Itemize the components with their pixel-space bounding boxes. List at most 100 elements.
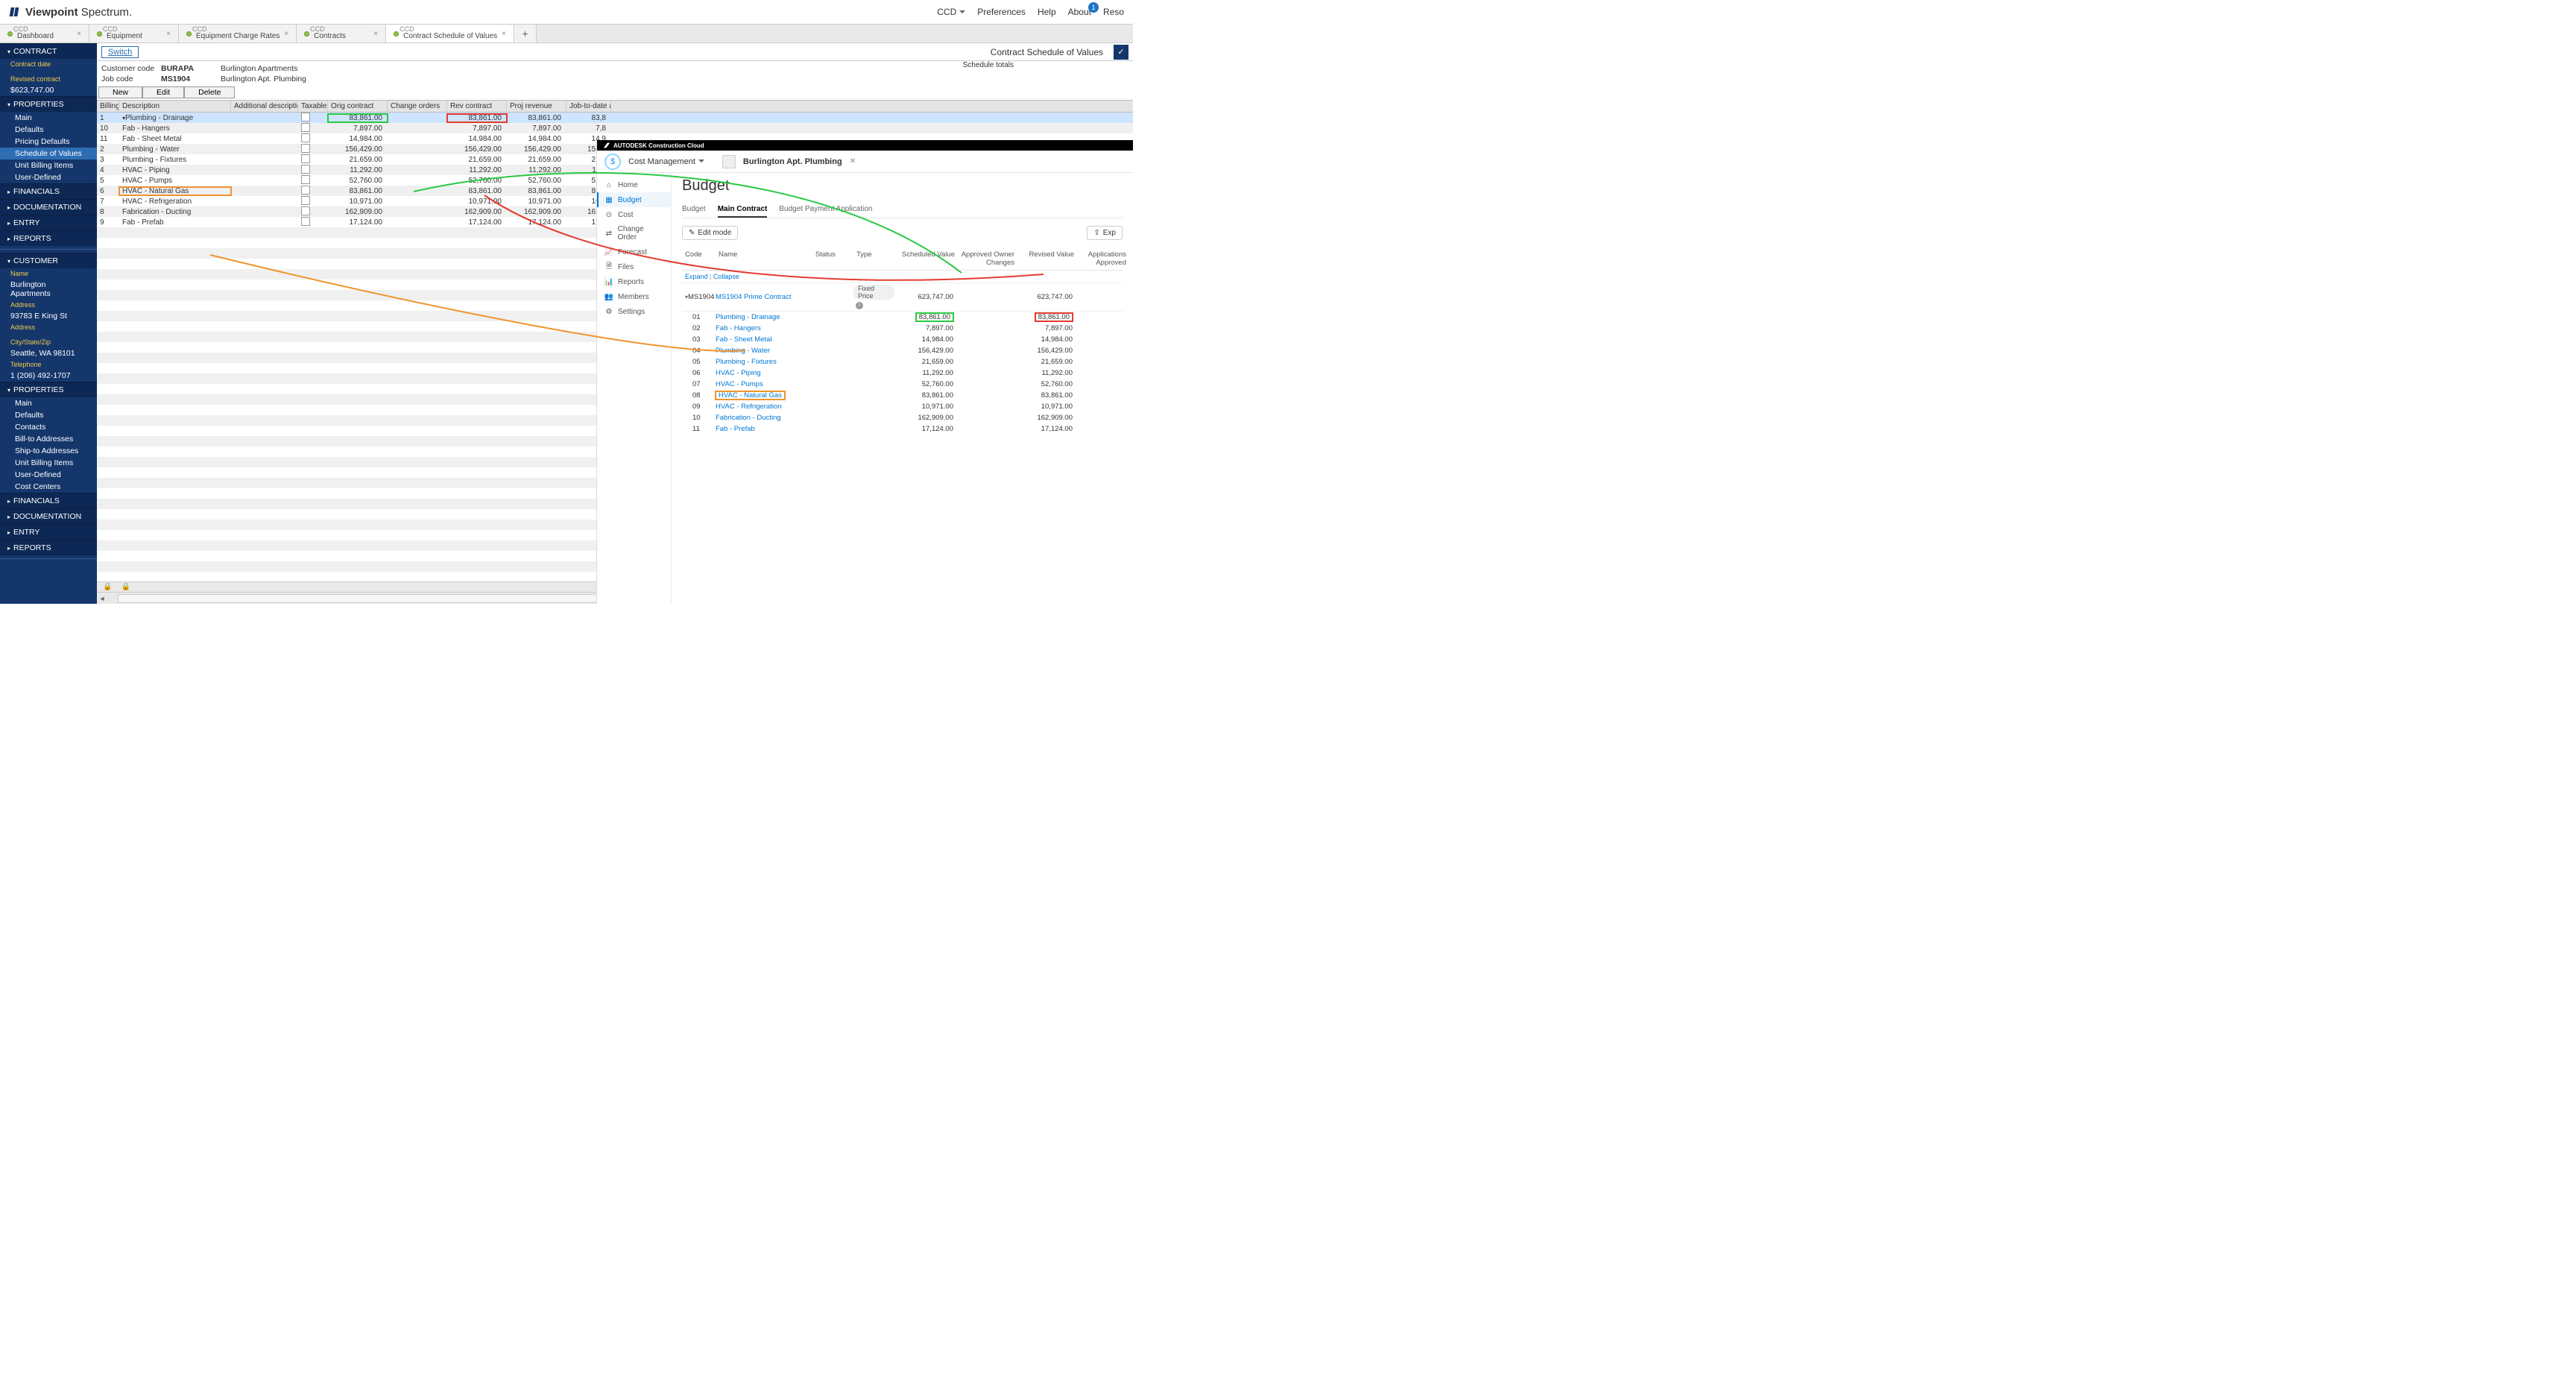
column-header[interactable]: Orig contract (328, 101, 388, 112)
taxable-checkbox[interactable] (301, 186, 310, 195)
sidebar-section[interactable]: CONTRACT (0, 43, 97, 59)
taxable-checkbox[interactable] (301, 154, 310, 163)
taxable-checkbox[interactable] (301, 206, 310, 215)
document-tab[interactable]: CCDContract Schedule of Values× (386, 25, 514, 42)
sidebar-item[interactable]: Ship-to Addresses (0, 445, 97, 457)
project-close-icon[interactable]: ✕ (850, 157, 856, 165)
sidebar-section[interactable]: PROPERTIES (0, 382, 97, 397)
menu-reso[interactable]: Reso (1103, 7, 1124, 17)
document-tab[interactable]: CCDEquipment Charge Rates× (179, 25, 297, 42)
adsk-nav-item[interactable]: ▦Budget (597, 192, 671, 207)
budget-column-header[interactable]: Applications Approved (1077, 250, 1129, 267)
column-header[interactable]: Job-to-date amt (566, 101, 611, 112)
edit-button[interactable]: Edit (142, 86, 184, 98)
expand-link[interactable]: Expand (685, 273, 708, 280)
sidebar-section[interactable]: DOCUMENTATION (0, 508, 97, 524)
sidebar-item[interactable]: Defaults (0, 124, 97, 136)
sidebar-section[interactable]: CUSTOMER (0, 253, 97, 268)
taxable-checkbox[interactable] (301, 217, 310, 226)
edit-mode-button[interactable]: ✎Edit mode (682, 226, 738, 240)
sidebar-section[interactable]: REPORTS (0, 540, 97, 555)
sidebar-item[interactable]: Main (0, 112, 97, 124)
new-button[interactable]: New (98, 86, 142, 98)
budget-column-header[interactable]: Type (853, 250, 894, 267)
taxable-checkbox[interactable] (301, 133, 310, 142)
adsk-nav-item[interactable]: ⚙Settings (597, 304, 671, 319)
adsk-nav-item[interactable]: 📈Forecast (597, 244, 671, 259)
budget-column-header[interactable]: Code (682, 250, 716, 267)
column-header[interactable]: Proj revenue (507, 101, 566, 112)
column-header[interactable]: Rev contract (447, 101, 507, 112)
sidebar-section[interactable]: DOCUMENTATION (0, 199, 97, 215)
export-button[interactable]: ⇪Exp (1087, 226, 1123, 240)
budget-column-header[interactable]: Name (716, 250, 812, 267)
menu-about[interactable]: About1 (1068, 7, 1091, 17)
sidebar-item[interactable]: Contacts (0, 421, 97, 433)
budget-row[interactable]: 05Plumbing - Fixtures21,659.0021,659.00 (682, 356, 1123, 367)
delete-button[interactable]: Delete (184, 86, 235, 98)
close-tab-icon[interactable]: × (373, 30, 378, 38)
add-tab-button[interactable]: + (514, 25, 537, 42)
close-tab-icon[interactable]: × (502, 30, 506, 38)
sidebar-item[interactable]: Pricing Defaults (0, 136, 97, 148)
adsk-nav-item[interactable]: 📊Reports (597, 274, 671, 289)
table-row[interactable]: 1Plumbing - Drainage83,861.0083,861.0083… (97, 113, 1133, 123)
sidebar-section[interactable]: ENTRY (0, 215, 97, 230)
budget-row[interactable]: 03Fab - Sheet Metal14,984.0014,984.00 (682, 334, 1123, 345)
sidebar-item[interactable]: Schedule of Values (0, 148, 97, 160)
adsk-nav-item[interactable]: ⇄Change Order (597, 222, 671, 244)
sidebar-section[interactable]: REPORTS (0, 230, 97, 246)
collapse-link[interactable]: Collapse (713, 273, 739, 280)
info-icon[interactable]: i (856, 302, 863, 309)
budget-row[interactable]: 02Fab - Hangers7,897.007,897.00 (682, 323, 1123, 334)
budget-row[interactable]: 07HVAC - Pumps52,760.0052,760.00 (682, 379, 1123, 390)
budget-row[interactable]: 11Fab - Prefab17,124.0017,124.00 (682, 423, 1123, 435)
column-header[interactable]: Billing item (97, 101, 119, 112)
taxable-checkbox[interactable] (301, 144, 310, 153)
adsk-nav-item[interactable]: ⊙Cost (597, 207, 671, 222)
sidebar-item[interactable]: Cost Centers (0, 481, 97, 493)
taxable-checkbox[interactable] (301, 113, 310, 121)
sidebar-section[interactable]: FINANCIALS (0, 493, 97, 508)
budget-row[interactable]: 01Plumbing - Drainage83,861.0083,861.00 (682, 312, 1123, 323)
document-tab[interactable]: CCDContracts× (297, 25, 386, 42)
budget-tab[interactable]: Budget Payment Application (779, 202, 872, 218)
menu-help[interactable]: Help (1038, 7, 1056, 17)
menu-preferences[interactable]: Preferences (977, 7, 1026, 17)
close-tab-icon[interactable]: × (166, 30, 171, 38)
sidebar-section[interactable]: PROPERTIES (0, 96, 97, 112)
adsk-nav-item[interactable]: ⌂Home (597, 177, 671, 192)
cost-mgmt-dropdown[interactable]: Cost Management (628, 157, 704, 166)
table-row[interactable]: 10Fab - Hangers7,897.007,897.007,897.007… (97, 123, 1133, 133)
taxable-checkbox[interactable] (301, 165, 310, 174)
sidebar-item[interactable]: User-Defined (0, 171, 97, 183)
taxable-checkbox[interactable] (301, 175, 310, 184)
sidebar-section[interactable]: ENTRY (0, 524, 97, 540)
budget-row[interactable]: 06HVAC - Piping11,292.0011,292.00 (682, 367, 1123, 379)
document-tab[interactable]: CCDEquipment× (89, 25, 179, 42)
budget-column-header[interactable]: Approved Owner Changes (958, 250, 1017, 267)
taxable-checkbox[interactable] (301, 196, 310, 205)
budget-row[interactable]: 08HVAC - Natural Gas83,861.0083,861.00 (682, 390, 1123, 401)
sidebar-item[interactable]: Defaults (0, 409, 97, 421)
document-tab[interactable]: CCDDashboard× (0, 25, 89, 42)
taxable-checkbox[interactable] (301, 123, 310, 132)
budget-column-header[interactable]: Scheduled Value (894, 250, 958, 267)
budget-row[interactable]: 04Plumbing - Water156,429.00156,429.00 (682, 345, 1123, 356)
budget-column-header[interactable]: Revised Value (1017, 250, 1077, 267)
column-header[interactable]: Additional description (231, 101, 298, 112)
sidebar-section[interactable]: FINANCIALS (0, 183, 97, 199)
project-name[interactable]: Burlington Apt. Plumbing (743, 157, 842, 166)
confirm-icon[interactable]: ✓ (1114, 45, 1128, 60)
switch-button[interactable]: Switch (101, 46, 139, 58)
sidebar-item[interactable]: Bill-to Addresses (0, 433, 97, 445)
budget-row[interactable]: 09HVAC - Refrigeration10,971.0010,971.00 (682, 401, 1123, 412)
sidebar-item[interactable]: User-Defined (0, 469, 97, 481)
close-tab-icon[interactable]: × (77, 30, 81, 38)
budget-column-header[interactable]: Status (812, 250, 853, 267)
budget-row[interactable]: 10Fabrication - Ducting162,909.00162,909… (682, 412, 1123, 423)
adsk-nav-item[interactable]: 🗎Files (597, 259, 671, 274)
column-header[interactable]: Change orders (388, 101, 447, 112)
close-tab-icon[interactable]: × (284, 30, 288, 38)
budget-tab[interactable]: Budget (682, 202, 706, 218)
